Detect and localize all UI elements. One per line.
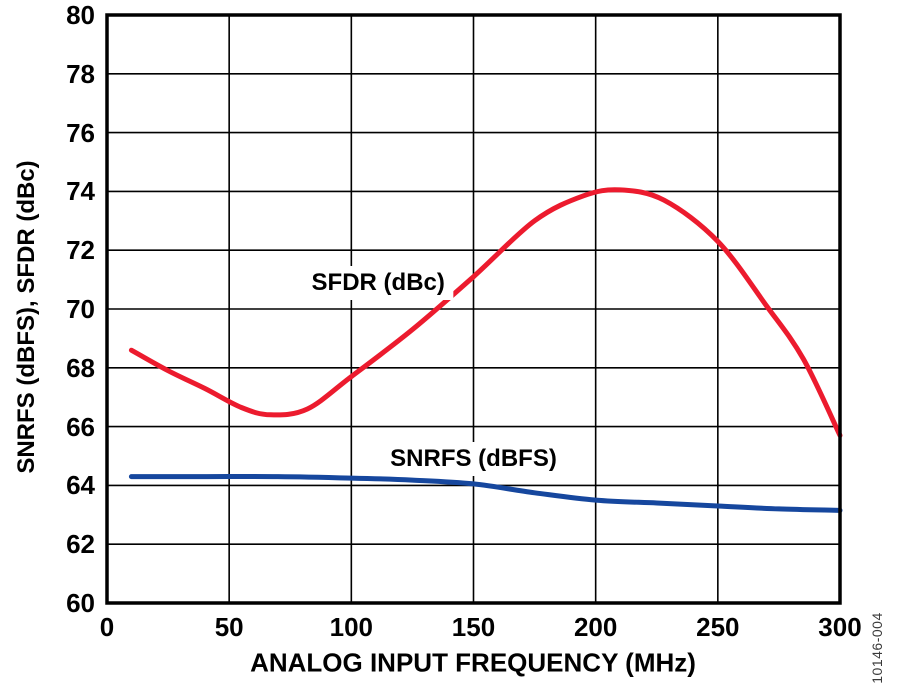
x-tick-label: 0 [99,612,115,642]
figure-number: 10146-004 [869,612,885,684]
x-tick-label: 150 [451,612,496,642]
y-tick-label: 64 [66,470,95,501]
x-tick-label: 200 [573,612,618,642]
y-tick-label: 70 [66,294,95,324]
x-tick-label: 250 [696,612,740,642]
curve-label-sfdr: SFDR (dBc) [303,265,453,300]
y-tick-label: 66 [66,411,95,442]
curve-label-snrfs: SNRFS (dBFS) [382,441,565,476]
x-tick-label: 50 [214,612,244,642]
plot-border [105,13,842,605]
y-tick-label: 68 [66,352,95,383]
x-axis-title: ANALOG INPUT FREQUENCY (MHz) [250,647,696,678]
y-tick-label: 76 [66,117,95,148]
curve-snrfs [128,473,843,513]
y-tick-label: 78 [66,58,95,89]
y-tick-label: 72 [66,235,95,266]
y-tick-label: 80 [66,0,95,30]
y-tick-label: 60 [66,588,95,618]
y-tick-label: 62 [66,529,95,560]
y-tick-label: 74 [66,176,95,207]
x-tick-label: 300 [818,612,862,642]
x-tick-label: 100 [329,612,374,642]
curve-sfdr [128,187,843,438]
